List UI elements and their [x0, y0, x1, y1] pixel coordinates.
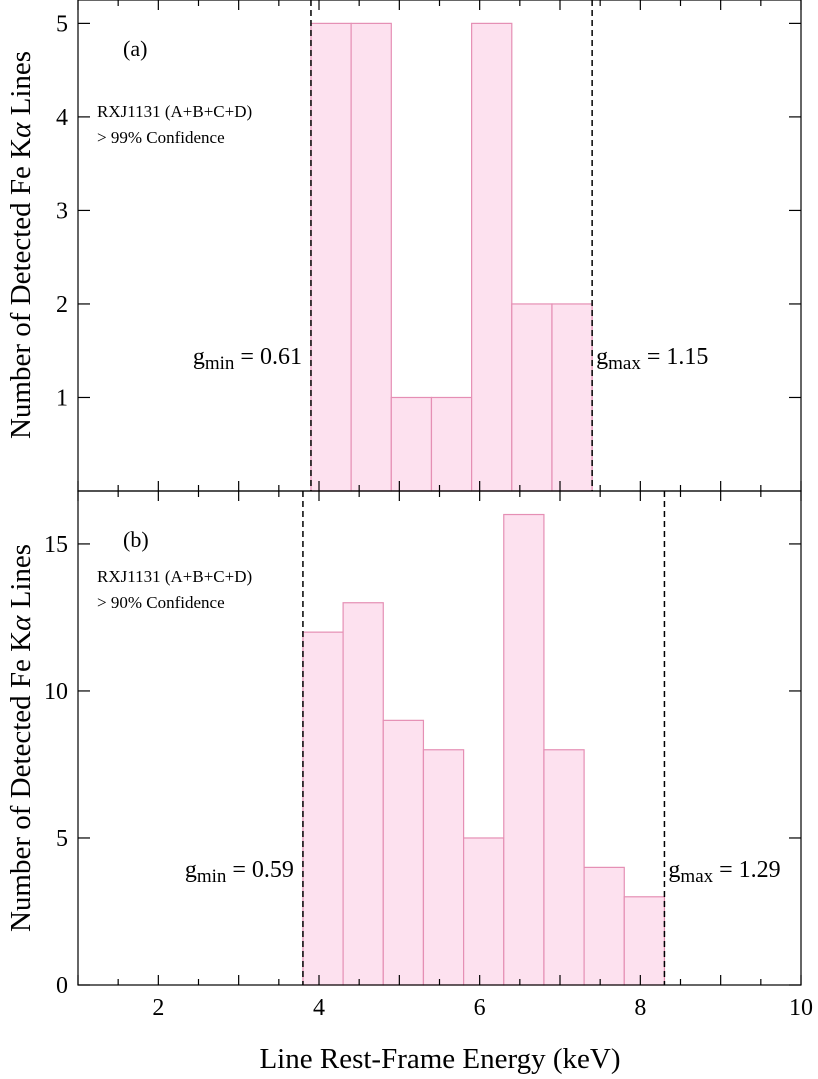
y-tick-label-a: 4	[56, 105, 68, 131]
panel-b: 0 5 10 15 2 4 6 8 10 gmin = 0.59 gmax = 1.29 (b) RXJ…	[44, 490, 813, 1021]
bar-a-5	[471, 22, 513, 492]
bar-a-1	[310, 22, 352, 492]
bar-a-3	[390, 396, 433, 492]
annotation-source-b: RXJ1131 (A+B+C+D)	[97, 567, 252, 586]
bar-b-6	[503, 513, 545, 986]
y-tick-label-b: 15	[44, 532, 68, 558]
y-tick-label-a: 5	[56, 11, 68, 37]
bar-a-7	[551, 303, 593, 492]
x-tick-label: 6	[474, 995, 486, 1021]
y-tick-label-b: 0	[56, 973, 68, 999]
y-tick-label-a: 2	[56, 292, 68, 318]
gmin-label-b: gmin = 0.59	[185, 857, 294, 887]
bar-a-4	[430, 396, 473, 492]
x-tick-label: 4	[313, 995, 325, 1021]
y-axis-label-a: Number of Detected Fe Kα Lines	[5, 51, 37, 439]
panel-label-b: (b)	[123, 527, 149, 552]
x-tick-label: 10	[789, 995, 813, 1021]
bar-b-8	[583, 866, 625, 986]
bar-a-2	[350, 22, 392, 492]
bar-b-2	[342, 602, 384, 986]
bar-b-3	[382, 719, 425, 986]
bar-b-7	[543, 749, 585, 986]
y-tick-label-a: 1	[56, 385, 68, 411]
bar-b-1	[302, 631, 344, 986]
x-tick-label: 2	[152, 995, 164, 1021]
y-tick-label-a: 3	[56, 198, 68, 224]
gmin-label-a: gmin = 0.61	[193, 344, 302, 374]
bar-b-5	[463, 837, 505, 986]
bar-b-4	[422, 749, 465, 986]
annotation-confidence-b: > 90% Confidence	[97, 593, 225, 612]
x-axis-label: Line Rest-Frame Energy (keV)	[259, 1043, 620, 1075]
annotation-confidence-a: > 99% Confidence	[97, 128, 225, 147]
panel-a: 1 2 3 4 5 gmin = 0.61 gmax = 1.15 (a) RXJ1131 (A…	[56, 0, 802, 492]
bar-b-9	[623, 896, 666, 986]
y-tick-label-b: 10	[44, 679, 68, 705]
y-tick-label-b: 5	[56, 826, 68, 852]
annotation-source-a: RXJ1131 (A+B+C+D)	[97, 102, 252, 121]
panel-label-a: (a)	[123, 36, 147, 61]
gmax-label-b: gmax = 1.29	[668, 857, 780, 887]
x-tick-label: 8	[634, 995, 646, 1021]
y-axis-label-b: Number of Detected Fe Kα Lines	[5, 544, 37, 932]
gmax-label-a: gmax = 1.15	[596, 344, 708, 374]
bar-a-6	[511, 303, 553, 492]
